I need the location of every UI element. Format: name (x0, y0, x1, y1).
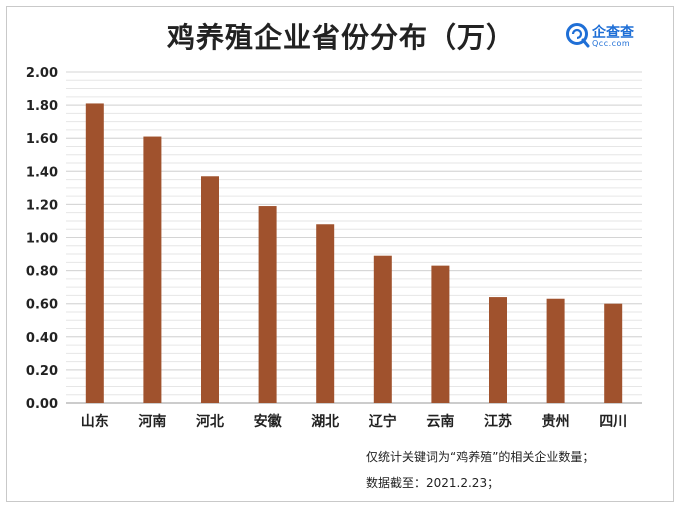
x-tick-label: 河南 (138, 413, 166, 430)
bar (316, 224, 335, 403)
qcc-logo-icon (566, 23, 590, 48)
y-tick-label: 0.80 (26, 265, 58, 280)
bar (201, 176, 219, 403)
x-tick-label: 云南 (426, 413, 454, 430)
x-tick-label: 湖北 (311, 414, 339, 430)
bar (258, 206, 277, 403)
bar (431, 265, 450, 403)
y-tick-label: 0.40 (26, 331, 58, 346)
y-tick-label: 0.00 (26, 397, 58, 412)
y-tick-label: 0.20 (26, 364, 58, 379)
logo-domain: Qcc.com (592, 39, 631, 48)
qcc-logo: 企查查 Qcc.com (566, 22, 666, 52)
bar (373, 255, 392, 403)
bar (489, 297, 507, 403)
bar (604, 303, 623, 403)
bar (546, 298, 565, 403)
note-scope: 仅统计关键词为“鸡养殖”的相关企业数量； (366, 450, 595, 464)
chart-title: 鸡养殖企业省份分布（万） (166, 21, 515, 54)
y-tick-label: 1.00 (26, 232, 58, 247)
x-tick-label: 四川 (599, 414, 627, 430)
y-tick-label: 0.60 (26, 298, 58, 313)
logo-name: 企查查 (592, 25, 634, 41)
y-tick-label: 1.40 (26, 165, 58, 180)
y-tick-label: 1.60 (26, 132, 58, 147)
note-date: 数据截至：2021.2.23； (366, 476, 500, 490)
x-tick-label: 贵州 (542, 413, 570, 430)
x-tick-label: 江苏 (484, 413, 512, 430)
bar (85, 103, 104, 403)
x-tick-label: 山东 (81, 413, 109, 430)
x-tick-label: 河北 (196, 413, 224, 430)
y-tick-label: 2.00 (26, 66, 58, 81)
x-tick-label: 安徽 (254, 413, 283, 430)
y-tick-label: 1.20 (26, 198, 58, 213)
x-tick-label: 辽宁 (369, 413, 397, 430)
bar (143, 136, 162, 404)
y-tick-label: 1.80 (26, 99, 58, 114)
